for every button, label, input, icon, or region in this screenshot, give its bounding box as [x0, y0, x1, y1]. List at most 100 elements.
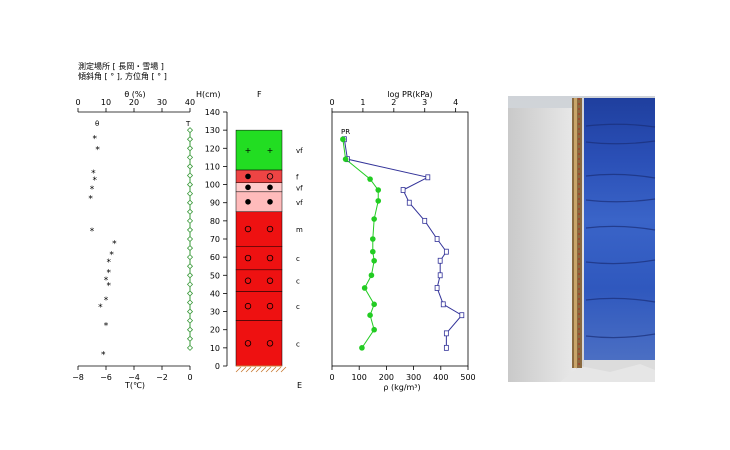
- grain-symbol: [245, 184, 251, 191]
- density-line: [342, 139, 379, 349]
- ground-hatch-line: [235, 366, 242, 373]
- grain-symbol: [244, 225, 252, 233]
- pr-point: [434, 285, 440, 291]
- angle-label: 傾斜角 [ ° ], 方位角 [ ° ]: [78, 71, 167, 81]
- layer-3: [235, 182, 283, 193]
- layer-6: [235, 246, 283, 271]
- theta-point: *: [104, 276, 109, 286]
- height-tick-label: 110: [205, 162, 220, 171]
- temp-tick-label: −8: [72, 373, 84, 382]
- hardness-label: vf: [296, 147, 303, 155]
- pr-tick-label: 1: [360, 98, 365, 107]
- hardness-label: vf: [296, 184, 303, 192]
- theta-point: *: [107, 269, 112, 279]
- temp-point: [186, 163, 194, 170]
- ground-hatch-line: [265, 366, 272, 373]
- pr-point: [443, 344, 449, 351]
- bottom-marker: E: [297, 381, 302, 390]
- hardness-label: c: [296, 340, 300, 348]
- density-point: [371, 301, 377, 308]
- height-tick-label: 60: [210, 253, 220, 262]
- theta-point: *: [91, 169, 96, 179]
- temp-tick-label: −4: [128, 373, 140, 382]
- pr-point: [406, 199, 412, 206]
- theta-point: *: [101, 350, 106, 360]
- pr-series-label: PR: [341, 128, 350, 136]
- height-tick-label: 140: [205, 108, 220, 117]
- temp-point: [186, 344, 194, 351]
- height-tick-label: 120: [205, 144, 220, 153]
- density-point: [370, 248, 376, 255]
- height-tick-label: 0: [215, 362, 220, 371]
- theta-axis-title: θ (%): [124, 90, 145, 99]
- temp-point: [186, 208, 194, 215]
- temp-point: [186, 181, 194, 188]
- height-tick-label: 50: [210, 271, 220, 280]
- density-tick-label: 300: [406, 373, 421, 382]
- hardness-label: f: [296, 173, 299, 181]
- temp-point: [186, 326, 194, 333]
- temp-tick-label: −6: [100, 373, 112, 382]
- density-tick-label: 400: [433, 373, 448, 382]
- pr-line: [343, 139, 463, 348]
- density-axis-title: ρ (kg/m³): [383, 383, 420, 392]
- density-point: [342, 156, 349, 162]
- temp-tick-label: −2: [156, 373, 168, 382]
- theta-point: *: [88, 194, 93, 204]
- pr-point: [400, 187, 406, 193]
- temp-point: [186, 335, 194, 342]
- height-tick-label: 10: [210, 344, 220, 353]
- ground-hatch-line: [280, 366, 287, 373]
- grain-symbol: [245, 199, 251, 205]
- temp-point: [186, 127, 194, 134]
- density-tick-label: 500: [460, 373, 475, 382]
- height-tick-label: 80: [210, 217, 220, 226]
- site-label: 測定場所 [ 長岡・雪場 ]: [78, 61, 164, 71]
- theta-tick-label: 30: [157, 98, 167, 107]
- density-point: [375, 187, 382, 193]
- density-plot-frame: [331, 111, 469, 367]
- temp-bottom-ticks: −8 −6 −4 −2 0: [72, 366, 193, 382]
- ground-hatch-line: [245, 366, 252, 373]
- theta-point: *: [95, 145, 100, 155]
- temp-point: [186, 308, 194, 315]
- theta-point: *: [107, 258, 112, 268]
- grain-symbol: [244, 302, 252, 310]
- theta-point: *: [104, 321, 109, 331]
- density-point: [371, 257, 377, 264]
- temp-series-marker: T: [185, 120, 191, 128]
- density-point: [371, 326, 377, 333]
- theta-tick-label: 10: [101, 98, 111, 107]
- grain-symbol: [244, 277, 252, 284]
- grain-symbol: +: [245, 146, 252, 155]
- hardness-label: c: [296, 303, 300, 311]
- stratigraphy-column: H(cm) F 0 10 20 30 40 50 60 70 80 90 100 110 120 130 1…: [196, 90, 303, 390]
- theta-point: *: [90, 227, 95, 237]
- pr-tick-label: 4: [453, 98, 458, 107]
- pr-point: [443, 330, 449, 337]
- temp-point: [186, 217, 194, 224]
- temp-point: [186, 190, 194, 197]
- temp-point: [186, 136, 194, 143]
- temp-point: [186, 199, 194, 206]
- theta-tick-label: 20: [129, 98, 139, 107]
- temp-point: [186, 172, 194, 179]
- ground-hatch: [235, 365, 287, 373]
- temp-point: [186, 145, 194, 152]
- grain-symbol: [244, 340, 252, 347]
- density-pr-chart: log PR(kPa) 0 1 2 3 4 0 100 200 300 400 500 ρ (kg…: [329, 90, 475, 392]
- temp-point: [186, 254, 194, 261]
- grain-symbol: +: [267, 146, 274, 155]
- density-point: [367, 176, 373, 182]
- pr-point: [437, 272, 443, 279]
- pr-point: [443, 248, 449, 255]
- pr-point: [459, 312, 465, 319]
- theta-point: *: [112, 240, 117, 250]
- pr-axis-title: log PR(kPa): [387, 90, 432, 99]
- layer-7: [235, 269, 283, 292]
- layer-2: [235, 169, 283, 184]
- grain-symbol: [266, 340, 274, 347]
- theta-tick-label: 40: [185, 98, 195, 107]
- hardness-label: m: [296, 226, 303, 234]
